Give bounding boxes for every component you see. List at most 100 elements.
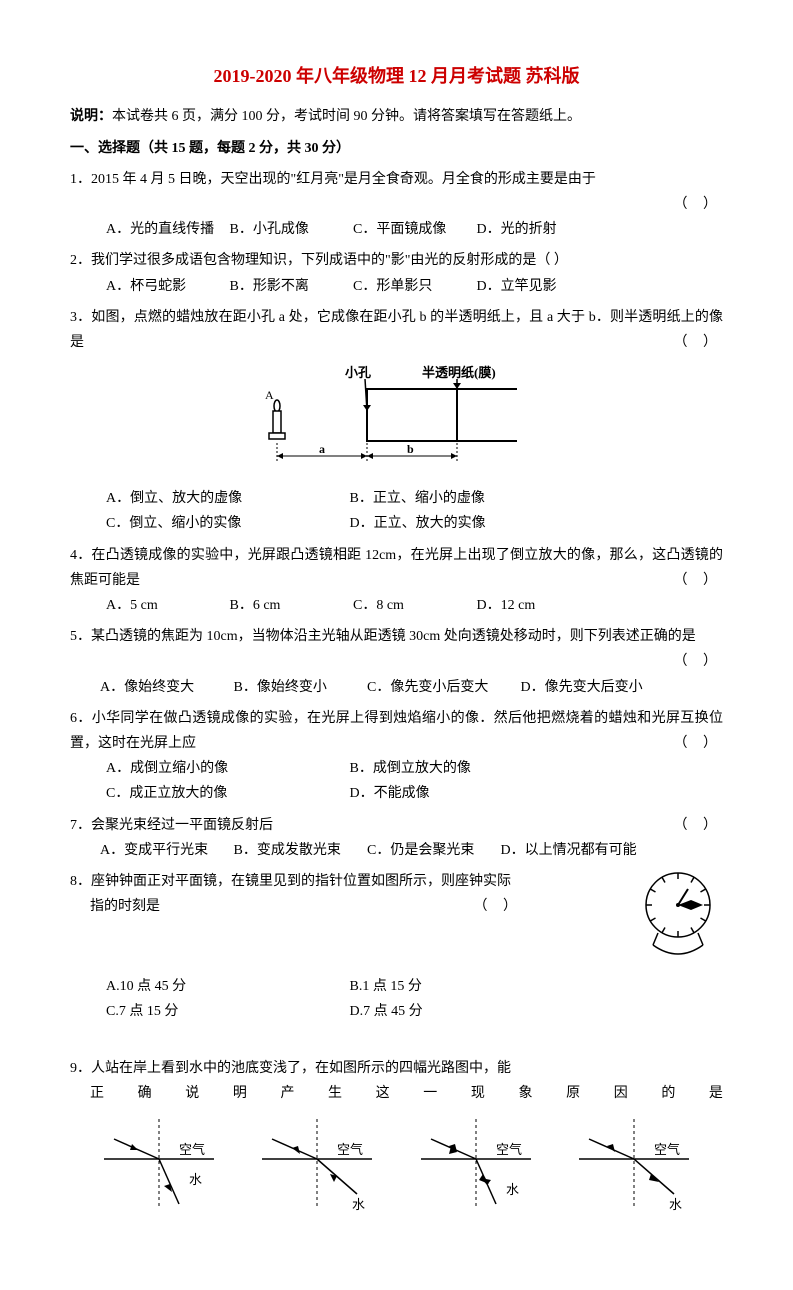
question-7: 7．会聚光束经过一平面镜反射后 （ ） A．变成平行光束 B．变成发散光束 C．仍…: [70, 813, 723, 863]
q2-opt-a: A．杯弓蛇影: [106, 274, 226, 299]
q7-opt-c: C．仍是会聚光束: [367, 838, 497, 863]
q3-label-screen: 半透明纸(膜): [422, 365, 496, 380]
q1-opt-d: D．光的折射: [477, 217, 597, 242]
q6-opt-c: C．成正立放大的像: [106, 781, 346, 806]
q1-blank: （ ）: [674, 192, 724, 217]
q8-options: A.10 点 45 分 B.1 点 15 分 C.7 点 15 分 D.7 点 …: [70, 974, 723, 1024]
q5-options: A．像始终变大 B．像始终变小 C．像先变小后变大 D．像先变大后变小: [70, 675, 723, 700]
q2-opt-b: B．形影不离: [230, 274, 350, 299]
svg-text:水: 水: [669, 1197, 682, 1212]
q1-opt-a: A．光的直线传播: [106, 217, 226, 242]
question-1: 1．2015 年 4 月 5 日晚，天空出现的"红月亮"是月全食奇观。月全食的形…: [70, 167, 723, 243]
q8-text2: 指的时刻是: [90, 899, 160, 914]
q1-opt-b: B．小孔成像: [230, 217, 350, 242]
q9-diag-c: 空气 水: [411, 1114, 541, 1224]
q4-text: 在凸透镜成像的实验中，光屏跟凸透镜相距 12cm，在光屏上出现了倒立放大的像，那…: [70, 548, 723, 588]
q5-opt-d: D．像先变大后变小: [521, 675, 671, 700]
q4-opt-d: D．12 cm: [477, 593, 597, 618]
q5-num: 5．: [70, 629, 91, 644]
q3-options: A．倒立、放大的虚像 B．正立、缩小的虚像 C．倒立、缩小的实像 D．正立、放大…: [70, 486, 723, 536]
q5-opt-a: A．像始终变大: [100, 675, 230, 700]
question-2: 2．我们学过很多成语包含物理知识，下列成语中的"影"由光的反射形成的是（ ） A…: [70, 248, 723, 298]
q3-label-b: b: [407, 442, 414, 456]
q1-options: A．光的直线传播 B．小孔成像 C．平面镜成像 D．光的折射: [70, 217, 723, 242]
q8-text: 座钟钟面正对平面镜，在镜里见到的指针位置如图所示，则座钟实际: [91, 874, 511, 889]
q3-opt-c: C．倒立、缩小的实像: [106, 511, 346, 536]
q8-opt-c: C.7 点 15 分: [106, 999, 346, 1024]
q9-text: 人站在岸上看到水中的池底变浅了，在如图所示的四幅光路图中，能: [91, 1061, 511, 1076]
q4-blank: （ ）: [674, 568, 724, 593]
q5-opt-b: B．像始终变小: [234, 675, 364, 700]
q3-opt-a: A．倒立、放大的虚像: [106, 486, 346, 511]
q2-num: 2．: [70, 253, 91, 268]
q1-text: 2015 年 4 月 5 日晚，天空出现的"红月亮"是月全食奇观。月全食的形成主…: [91, 172, 596, 187]
page-title: 2019-2020 年八年级物理 12 月月考试题 苏科版: [70, 60, 723, 92]
q4-opt-c: C．8 cm: [353, 593, 473, 618]
q8-opt-d: D.7 点 45 分: [350, 999, 590, 1024]
q6-opt-d: D．不能成像: [350, 781, 590, 806]
question-9: 9．人站在岸上看到水中的池底变浅了，在如图所示的四幅光路图中，能 正 确 说 明…: [70, 1056, 723, 1224]
q8-opt-b: B.1 点 15 分: [350, 974, 590, 999]
svg-text:空气: 空气: [179, 1142, 205, 1157]
q8-num: 8．: [70, 874, 91, 889]
q9-num: 9．: [70, 1061, 91, 1076]
q6-opt-a: A．成倒立缩小的像: [106, 756, 346, 781]
svg-text:水: 水: [352, 1197, 365, 1212]
q3-text: 如图，点燃的蜡烛放在距小孔 a 处，它成像在距小孔 b 的半透明纸上，且 a 大…: [70, 310, 723, 350]
question-3: 3．如图，点燃的蜡烛放在距小孔 a 处，它成像在距小孔 b 的半透明纸上，且 a…: [70, 305, 723, 537]
instructions-text: 本试卷共 6 页，满分 100 分，考试时间 90 分钟。请将答案填写在答题纸上…: [112, 109, 581, 124]
q3-num: 3．: [70, 310, 91, 325]
question-8: 8．座钟钟面正对平面镜，在镜里见到的指针位置如图所示，则座钟实际 指的时刻是 （ …: [70, 869, 723, 1025]
q7-opt-a: A．变成平行光束: [100, 838, 230, 863]
q3-opt-d: D．正立、放大的实像: [350, 511, 590, 536]
question-4: 4．在凸透镜成像的实验中，光屏跟凸透镜相距 12cm，在光屏上出现了倒立放大的像…: [70, 543, 723, 619]
q3-label-a: a: [319, 442, 325, 456]
q8-blank: （ ）: [474, 894, 524, 919]
q1-num: 1．: [70, 172, 91, 187]
q9-text2: 正 确 说 明 产 生 这 一 现 象 原 因 的 是: [70, 1081, 723, 1106]
q3-opt-b: B．正立、缩小的虚像: [350, 486, 590, 511]
q6-options: A．成倒立缩小的像 B．成倒立放大的像 C．成正立放大的像 D．不能成像: [70, 756, 723, 806]
q7-text: 会聚光束经过一平面镜反射后: [91, 818, 273, 833]
q3-figure: A 小孔 半透明纸(膜) a b: [70, 361, 723, 480]
q2-text: 我们学过很多成语包含物理知识，下列成语中的"影"由光的反射形成的是（ ）: [91, 253, 568, 268]
q7-options: A．变成平行光束 B．变成发散光束 C．仍是会聚光束 D．以上情况都有可能: [70, 838, 723, 863]
section-1-header: 一、选择题（共 15 题，每题 2 分，共 30 分）: [70, 136, 723, 161]
q9-diag-b: 空气 水: [252, 1114, 382, 1224]
q7-blank: （ ）: [674, 813, 724, 838]
q4-opt-a: A．5 cm: [106, 593, 226, 618]
svg-text:水: 水: [189, 1172, 202, 1187]
q3-blank: （ ）: [674, 330, 724, 355]
q3-label-a-letter: A: [265, 388, 274, 402]
q4-options: A．5 cm B．6 cm C．8 cm D．12 cm: [70, 593, 723, 618]
q2-opt-c: C．形单影只: [353, 274, 473, 299]
q8-opt-a: A.10 点 45 分: [106, 974, 346, 999]
question-5: 5．某凸透镜的焦距为 10cm，当物体沿主光轴从距透镜 30cm 处向透镜处移动…: [70, 624, 723, 700]
svg-text:空气: 空气: [337, 1142, 363, 1157]
q5-blank: （ ）: [674, 649, 724, 674]
q6-opt-b: B．成倒立放大的像: [350, 756, 590, 781]
q9-diag-a: 空气 水: [94, 1114, 224, 1224]
q6-num: 6．: [70, 711, 92, 726]
q2-opt-d: D．立竿见影: [477, 274, 597, 299]
q7-opt-d: D．以上情况都有可能: [501, 838, 661, 863]
q9-diag-d: 空气 水: [569, 1114, 699, 1224]
svg-text:空气: 空气: [654, 1142, 680, 1157]
q7-opt-b: B．变成发散光束: [234, 838, 364, 863]
question-6: 6．小华同学在做凸透镜成像的实验，在光屏上得到烛焰缩小的像．然后他把燃烧着的蜡烛…: [70, 706, 723, 807]
q3-label-pinhole: 小孔: [345, 365, 371, 380]
q1-opt-c: C．平面镜成像: [353, 217, 473, 242]
q4-num: 4．: [70, 548, 91, 563]
svg-text:空气: 空气: [496, 1142, 522, 1157]
q8-clock-figure: [633, 865, 723, 974]
q2-options: A．杯弓蛇影 B．形影不离 C．形单影只 D．立竿见影: [70, 274, 723, 299]
q5-text: 某凸透镜的焦距为 10cm，当物体沿主光轴从距透镜 30cm 处向透镜处移动时，…: [91, 629, 696, 644]
q4-opt-b: B．6 cm: [230, 593, 350, 618]
q7-num: 7．: [70, 818, 91, 833]
q9-diagrams: 空气 水 空气 水 空气 水: [70, 1114, 723, 1224]
q5-opt-c: C．像先变小后变大: [367, 675, 517, 700]
q6-blank: （ ）: [674, 731, 724, 756]
instructions-label: 说明：: [70, 109, 112, 124]
svg-text:水: 水: [506, 1182, 519, 1197]
instructions: 说明：本试卷共 6 页，满分 100 分，考试时间 90 分钟。请将答案填写在答…: [70, 104, 723, 129]
